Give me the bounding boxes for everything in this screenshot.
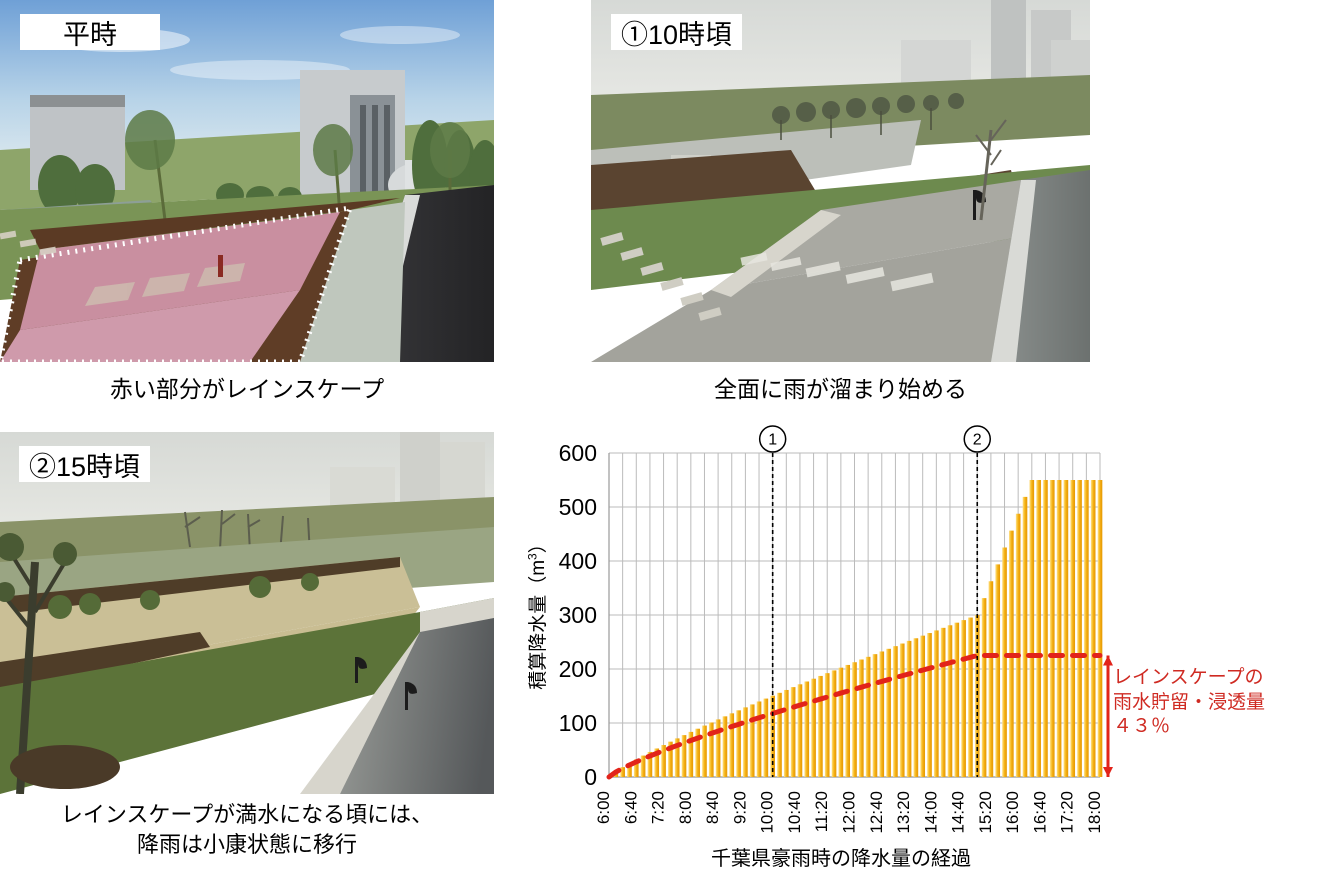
svg-text:16:00: 16:00 [1003, 791, 1022, 834]
svg-text:10:40: 10:40 [785, 791, 804, 834]
svg-text:300: 300 [559, 602, 597, 628]
svg-text:14:00: 14:00 [921, 791, 940, 834]
svg-text:600: 600 [559, 440, 597, 466]
svg-text:0: 0 [584, 764, 597, 790]
svg-text:500: 500 [559, 494, 597, 520]
svg-text:400: 400 [559, 548, 597, 574]
svg-text:11:20: 11:20 [812, 791, 831, 832]
svg-text:14:40: 14:40 [949, 791, 968, 834]
svg-text:2: 2 [973, 432, 982, 449]
svg-text:1: 1 [768, 432, 777, 449]
svg-text:8:40: 8:40 [703, 791, 722, 824]
svg-text:17:20: 17:20 [1058, 791, 1077, 834]
svg-text:9:20: 9:20 [730, 791, 749, 824]
svg-text:13:20: 13:20 [894, 791, 913, 834]
svg-text:15:20: 15:20 [976, 791, 995, 834]
svg-text:10:00: 10:00 [758, 791, 777, 834]
svg-text:12:40: 12:40 [867, 791, 886, 834]
svg-text:200: 200 [559, 656, 597, 682]
svg-text:6:00: 6:00 [594, 791, 613, 824]
svg-text:8:00: 8:00 [676, 791, 695, 824]
svg-text:100: 100 [559, 710, 597, 736]
svg-text:18:00: 18:00 [1085, 791, 1104, 834]
svg-text:6:40: 6:40 [621, 791, 640, 824]
svg-text:7:20: 7:20 [649, 791, 668, 824]
svg-text:16:40: 16:40 [1030, 791, 1049, 834]
svg-text:12:00: 12:00 [840, 791, 859, 834]
